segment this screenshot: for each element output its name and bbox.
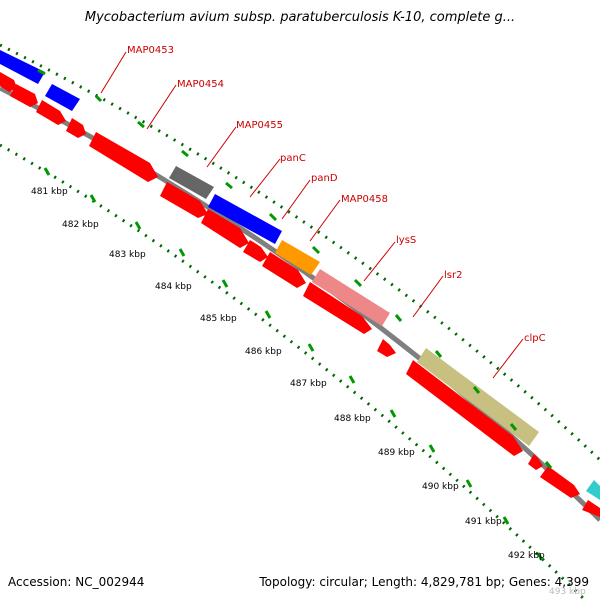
gene-panc-outer	[208, 194, 282, 244]
gene-gray-outer	[169, 166, 214, 199]
cds-arrow	[377, 339, 396, 357]
major-tick	[472, 386, 481, 394]
gene-label: panC	[280, 153, 306, 164]
major-tick	[353, 278, 363, 288]
major-ticks	[37, 68, 553, 469]
major-tick	[544, 461, 553, 469]
callout-line	[492, 338, 524, 379]
cds-arrow	[36, 100, 66, 125]
major-tick	[181, 149, 189, 158]
kbp-label: 492 kbp	[508, 551, 545, 561]
kbp-label: 487 kbp	[290, 379, 327, 389]
major-tick	[37, 68, 46, 76]
cds-arrow	[303, 282, 372, 334]
gene-labels: MAP0453 MAP0454 MAP0455 panC panD MAP045…	[127, 45, 546, 344]
inner-tick	[465, 479, 473, 488]
gene-label: clpC	[524, 333, 546, 344]
callout-line	[309, 199, 341, 242]
major-tick	[311, 245, 321, 255]
cds-arrow	[540, 466, 580, 498]
major-tick	[268, 212, 278, 222]
gene-cyan-outer	[586, 480, 600, 500]
inner-tick	[134, 221, 142, 230]
gene-map0453-outer	[0, 50, 45, 84]
callout-line	[146, 84, 177, 130]
callout-line	[281, 179, 311, 220]
kbp-label: 484 kbp	[155, 282, 192, 292]
major-tick	[509, 423, 518, 431]
gene-pand-outer	[275, 240, 320, 275]
kbp-label: 490 kbp	[422, 482, 459, 492]
cds-arrows	[0, 72, 600, 517]
kbp-label: 482 kbp	[62, 220, 99, 230]
cds-arrow	[10, 84, 38, 107]
inner-tick	[89, 194, 97, 203]
cds-arrow	[0, 72, 17, 92]
inner-tick	[264, 310, 272, 319]
cds-arrow	[66, 118, 86, 138]
cds-arrow	[582, 500, 600, 517]
gene-label: MAP0455	[236, 120, 283, 131]
cds-arrow	[160, 182, 208, 218]
cds-arrow	[201, 209, 249, 248]
inner-major-ticks	[43, 167, 544, 561]
gene-label: panD	[311, 173, 338, 184]
cds-arrow	[406, 360, 523, 456]
major-tick	[394, 314, 403, 322]
label-callouts	[100, 51, 524, 379]
kbp-label: 488 kbp	[334, 414, 371, 424]
gene-map0453b-outer	[45, 84, 80, 111]
gene-label: lysS	[396, 235, 416, 246]
topology-summary: Topology: circular; Length: 4,829,781 bp…	[259, 575, 589, 589]
inner-tick	[221, 279, 229, 288]
kbp-label: 491 kbp	[465, 517, 502, 527]
kbp-label: 485 kbp	[200, 314, 237, 324]
map-title: Mycobacterium avium subsp. paratuberculo…	[84, 10, 516, 25]
kbp-label: 489 kbp	[378, 448, 415, 458]
major-tick	[94, 94, 103, 103]
gene-lyss-outer	[312, 269, 390, 326]
inner-tick	[307, 343, 315, 352]
inner-dotted-ring	[0, 143, 587, 600]
cds-arrow	[89, 132, 158, 182]
gene-label: MAP0454	[177, 79, 224, 90]
cds-arrow	[243, 240, 268, 262]
kbp-labels: 481 kbp 482 kbp 483 kbp 484 kbp 485 kbp …	[31, 187, 586, 597]
inner-tick	[43, 167, 51, 176]
kbp-label: 483 kbp	[109, 250, 146, 260]
major-tick	[137, 120, 145, 129]
inner-tick	[502, 516, 510, 525]
inner-tick	[348, 375, 356, 384]
kbp-label: 486 kbp	[245, 347, 282, 357]
callout-line	[363, 241, 396, 282]
gene-label: MAP0453	[127, 45, 174, 56]
callout-line	[412, 275, 444, 318]
callout-line	[100, 51, 127, 94]
inner-tick	[428, 444, 436, 453]
cds-arrow	[528, 454, 543, 470]
gene-clpc-outer	[417, 348, 539, 446]
outer-dotted-ring	[0, 43, 600, 462]
gene-label: lsr2	[444, 270, 462, 281]
gene-label: MAP0458	[341, 194, 388, 205]
cds-arrow	[262, 252, 306, 288]
major-tick	[225, 181, 233, 190]
kbp-label: 481 kbp	[31, 187, 68, 197]
kbp-label: 493 kbp	[549, 587, 586, 597]
callout-line	[206, 126, 237, 168]
outer-genes	[0, 50, 600, 500]
major-tick	[434, 350, 443, 358]
accession-text: Accession: NC_002944	[8, 575, 145, 589]
inner-tick	[389, 409, 397, 418]
inner-tick	[178, 248, 186, 257]
callout-line	[249, 158, 281, 198]
inner-tick	[536, 552, 544, 561]
